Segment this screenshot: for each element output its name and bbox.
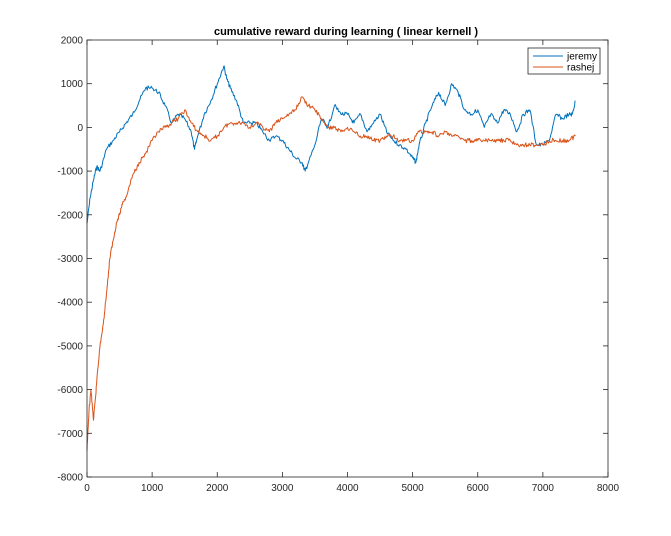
x-tick-label: 4000 (336, 483, 359, 494)
y-tick-label: -6000 (57, 385, 83, 396)
y-tick-label: -1000 (57, 167, 83, 178)
y-tick-label: -7000 (57, 429, 83, 440)
series-line-rashej (86, 96, 576, 451)
legend-label-jeremy: jeremy (566, 52, 597, 63)
y-tick-label: -2000 (57, 210, 83, 221)
axes-layer: 0 1000 2000 3000 4000 5000 6000 7000 8000 -8000 -7… (57, 36, 619, 495)
x-tick-label: 3000 (271, 483, 294, 494)
y-tick-label: 0 (77, 123, 83, 134)
x-tick-label: 7000 (532, 483, 555, 494)
y-tick-label: -4000 (57, 298, 83, 309)
chart-title: cumulative reward during learning ( line… (214, 26, 478, 38)
y-tick-label: 2000 (61, 36, 84, 47)
y-tick-label: 1000 (61, 79, 84, 90)
y-tick-label: -3000 (57, 254, 83, 265)
x-tick-label: 8000 (597, 483, 620, 494)
series-layer (86, 65, 576, 451)
legend-label-rashej: rashej (567, 63, 594, 74)
x-tick-label: 2000 (206, 483, 229, 494)
x-tick-label: 5000 (402, 483, 425, 494)
x-tick-label: 6000 (467, 483, 490, 494)
y-tick-label: -5000 (57, 341, 83, 352)
y-tick-label: -8000 (57, 473, 83, 484)
x-tick-label: 0 (84, 483, 90, 494)
x-tick-label: 1000 (141, 483, 164, 494)
legend-box (527, 47, 601, 75)
